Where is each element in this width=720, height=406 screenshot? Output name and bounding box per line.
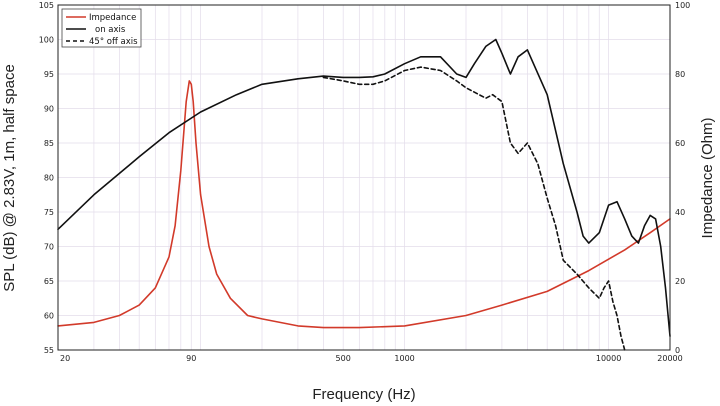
legend-label-off-axis: 45° off axis xyxy=(89,37,138,47)
y-tick-label: 90 xyxy=(44,105,54,114)
y-tick-label: 105 xyxy=(39,1,54,10)
y-tick-label: 75 xyxy=(44,208,54,217)
y-tick-label: 60 xyxy=(44,312,54,321)
x-axis-title: Frequency (Hz) xyxy=(312,386,415,403)
y-tick-label: 95 xyxy=(44,70,54,79)
y-tick-label: 65 xyxy=(44,277,54,286)
legend: Impedance on axis 45° off axis xyxy=(61,8,142,48)
y-tick-label: 80 xyxy=(44,174,54,183)
tick-labels: 20 90 500 1000 10000 200005560657075808590951… xyxy=(39,1,691,363)
grid xyxy=(57,4,671,351)
series-layer xyxy=(57,38,671,351)
y2-axis-title: Impedance (Ohm) xyxy=(699,118,716,239)
x-tick-label: 10000 xyxy=(596,354,621,363)
y2-tick-label: 100 xyxy=(675,1,690,10)
x-tick-label: 500 xyxy=(336,354,351,363)
series-line-impedance xyxy=(57,80,671,329)
y2-tick-label: 40 xyxy=(675,208,685,217)
legend-label-on-axis: on axis xyxy=(95,25,126,35)
y-tick-label: 55 xyxy=(44,346,54,355)
series-line-45-off-axis xyxy=(322,66,626,351)
y-tick-label: 100 xyxy=(39,36,54,45)
series-line-on-axis xyxy=(57,38,671,338)
x-tick-label: 20000 xyxy=(657,354,682,363)
y2-tick-label: 80 xyxy=(675,70,685,79)
y2-tick-label: 20 xyxy=(675,277,685,286)
y2-tick-label: 0 xyxy=(675,346,680,355)
legend-label-impedance: Impedance xyxy=(89,13,136,23)
y-tick-label: 70 xyxy=(44,243,54,252)
y2-tick-label: 60 xyxy=(675,139,685,148)
y-tick-label: 85 xyxy=(44,139,54,148)
x-tick-label: 1000 xyxy=(394,354,414,363)
y-axis-title: SPL (dB) @ 2.83V, 1m, half space xyxy=(1,64,18,292)
x-tick-label: 20 xyxy=(60,354,70,363)
x-tick-label: 90 xyxy=(186,354,196,363)
plot-frame xyxy=(57,4,671,351)
